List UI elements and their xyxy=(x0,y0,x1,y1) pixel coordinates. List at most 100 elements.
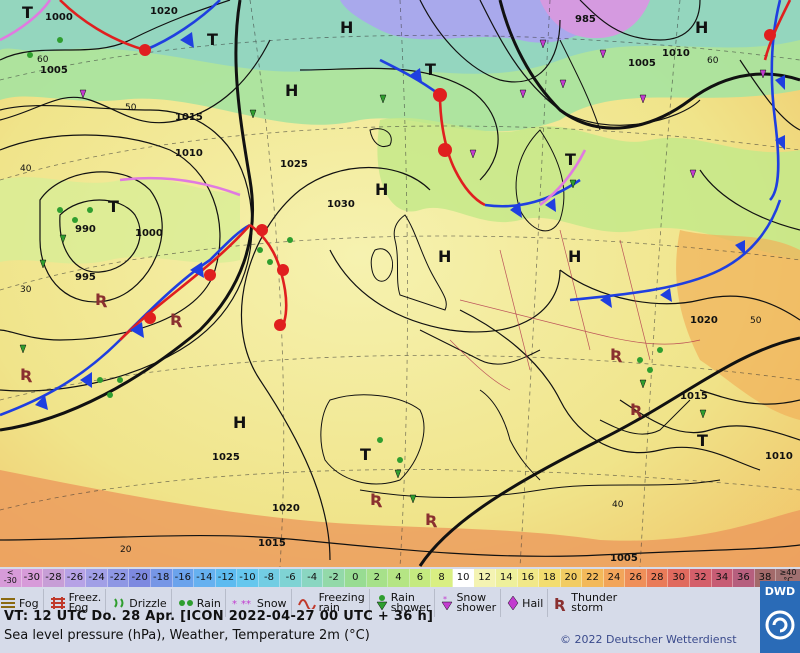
svg-text:995: 995 xyxy=(75,272,96,283)
pressure-labels: 1000 1020 1005 1015 1010 1025 1030 990 9… xyxy=(40,6,793,564)
scale-cell: 14 xyxy=(495,569,518,587)
svg-text:50: 50 xyxy=(125,103,137,113)
freezing-rain-icon xyxy=(297,597,316,609)
temperature-scale: < -30 -30 -28 -26 -24 -22 -20 -18 -16 -14 -12 -10 -8… xyxy=(0,569,777,587)
svg-text:1020: 1020 xyxy=(272,503,300,514)
svg-text:Ʀ: Ʀ xyxy=(554,595,566,611)
snow-symbols xyxy=(79,39,767,179)
svg-text:Ʀ: Ʀ xyxy=(610,345,623,364)
rain-symbols xyxy=(27,37,663,463)
svg-text:1015: 1015 xyxy=(175,112,203,123)
scale-cell: 10 xyxy=(452,569,475,587)
svg-text:T: T xyxy=(425,60,436,79)
svg-text:T: T xyxy=(22,3,33,22)
scale-cell: 16 xyxy=(517,569,540,587)
legend-rain-shower: Rain shower xyxy=(376,589,436,617)
svg-text:1010: 1010 xyxy=(175,148,203,159)
svg-text:T: T xyxy=(108,197,119,216)
svg-text:T: T xyxy=(565,150,576,169)
thunderstorm-icon: Ʀ xyxy=(554,595,568,611)
thunderstorm-symbols: Ʀ Ʀ Ʀ Ʀ Ʀ Ʀ Ʀ xyxy=(20,290,643,529)
scale-cell: 0 xyxy=(345,569,367,587)
scale-cell: 24 xyxy=(603,569,626,587)
scale-cell: 8 xyxy=(431,569,453,587)
graticule xyxy=(0,0,800,567)
scale-cell: 34 xyxy=(711,569,734,587)
rain-icon xyxy=(178,597,194,609)
scale-cell: 22 xyxy=(582,569,604,587)
legend-freezing-fog: Freez. Fog xyxy=(50,589,107,617)
scale-cell: -24 xyxy=(86,569,108,587)
scale-cell: 26 xyxy=(625,569,647,587)
svg-text:1000: 1000 xyxy=(45,12,73,23)
snow-icon: * ** xyxy=(232,597,254,609)
svg-text:Ʀ: Ʀ xyxy=(20,365,33,384)
svg-text:1030: 1030 xyxy=(327,199,355,210)
svg-text:1005: 1005 xyxy=(628,58,656,69)
weather-map: Ʀ Ʀ Ʀ Ʀ Ʀ Ʀ Ʀ H H H H H H H T T T T T T … xyxy=(0,0,800,567)
legend-hail: Hail xyxy=(507,589,549,617)
scale-cell: 32 xyxy=(690,569,712,587)
snow-shower-icon: * xyxy=(441,595,453,611)
svg-text:50: 50 xyxy=(750,316,762,326)
fog-icon xyxy=(0,597,16,609)
svg-text:T: T xyxy=(360,445,371,464)
weather-legend: Fog Freez. Fog Drizzle Rain * ** Snow Fr… xyxy=(0,589,760,619)
scale-cell: -10 xyxy=(237,569,259,587)
svg-text:1020: 1020 xyxy=(690,315,718,326)
scale-cell: -16 xyxy=(172,569,195,587)
scale-cell: -4 xyxy=(301,569,324,587)
scale-cell: -6 xyxy=(280,569,302,587)
legend-rain: Rain xyxy=(178,589,226,617)
svg-text:Ʀ: Ʀ xyxy=(425,510,438,529)
svg-text:1000: 1000 xyxy=(135,228,163,239)
dwd-swirl-icon xyxy=(765,610,795,640)
front-symbols xyxy=(35,29,785,410)
scale-cell: 4 xyxy=(388,569,410,587)
scale-cell: -30 xyxy=(21,569,44,587)
valid-time: VT: 12 UTC Do. 28 Apr. [ICON 2022-04-27 … xyxy=(4,609,434,624)
scale-cell: 30 xyxy=(668,569,690,587)
scale-cell: 18 xyxy=(539,569,561,587)
svg-text:1010: 1010 xyxy=(765,451,793,462)
rain-shower-icon xyxy=(376,595,388,611)
scale-cell: -18 xyxy=(150,569,173,587)
scale-cell: 20 xyxy=(560,569,583,587)
svg-text:1005: 1005 xyxy=(610,553,638,564)
svg-text:Ʀ: Ʀ xyxy=(370,490,383,509)
pressure-centres: H H H H H H H T T T T T T T xyxy=(22,3,708,464)
svg-text:H: H xyxy=(695,18,708,37)
svg-text:H: H xyxy=(285,81,298,100)
svg-text:H: H xyxy=(340,18,353,37)
svg-text:*: * xyxy=(232,599,237,609)
svg-text:60: 60 xyxy=(37,55,49,65)
svg-text:30: 30 xyxy=(20,285,32,295)
svg-text:H: H xyxy=(375,180,388,199)
dwd-logo: DWD xyxy=(760,581,800,653)
legend-freezing-rain: Freezing rain xyxy=(297,589,370,617)
svg-text:20: 20 xyxy=(120,545,132,555)
svg-text:Ʀ: Ʀ xyxy=(95,290,108,309)
svg-text:T: T xyxy=(207,30,218,49)
svg-text:990: 990 xyxy=(75,224,96,235)
svg-text:40: 40 xyxy=(20,164,32,174)
legend-drizzle: Drizzle xyxy=(112,589,172,617)
svg-text:T: T xyxy=(697,431,708,450)
scale-cell: 2 xyxy=(366,569,389,587)
svg-text:40: 40 xyxy=(612,500,624,510)
scale-cell: 28 xyxy=(646,569,669,587)
hail-icon xyxy=(507,595,519,611)
svg-text:**: ** xyxy=(241,599,251,609)
svg-text:Ʀ: Ʀ xyxy=(170,310,183,329)
svg-text:H: H xyxy=(438,247,451,266)
fronts xyxy=(0,0,792,417)
scale-min-cell: < -30 xyxy=(0,569,22,587)
scale-cell: -8 xyxy=(258,569,281,587)
copyright: © 2022 Deutscher Wetterdienst xyxy=(560,633,737,646)
svg-text:1025: 1025 xyxy=(212,452,240,463)
svg-text:1010: 1010 xyxy=(662,48,690,59)
svg-text:985: 985 xyxy=(575,14,596,25)
legend-thunderstorm: Ʀ Thunder storm xyxy=(554,591,618,614)
drizzle-icon xyxy=(112,597,126,609)
legend-snow-shower: * Snow shower xyxy=(441,589,502,617)
